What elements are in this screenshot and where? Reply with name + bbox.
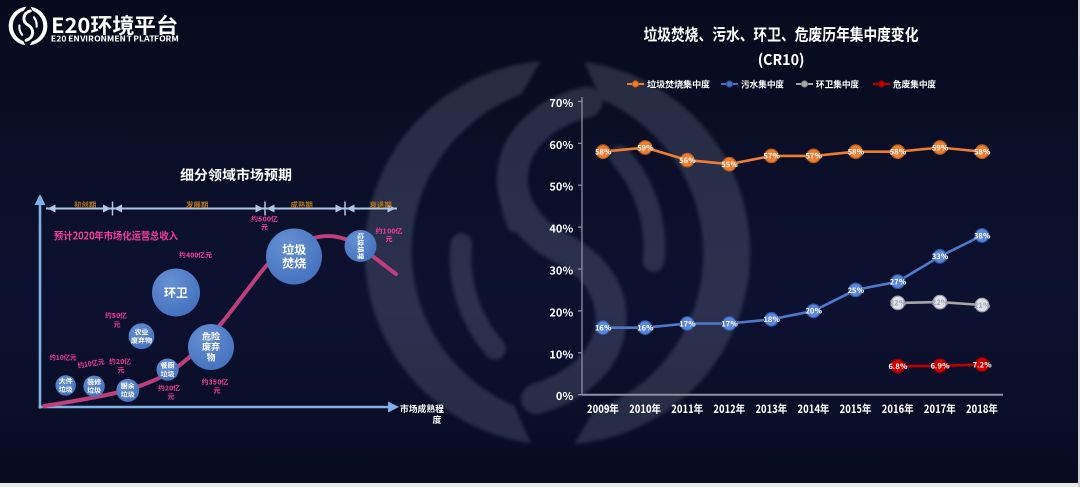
svg-text:2010年: 2010年: [629, 401, 661, 417]
svg-text:38%: 38%: [974, 230, 991, 241]
svg-text:垃圾: 垃圾: [59, 385, 73, 395]
svg-text:40%: 40%: [549, 221, 573, 237]
svg-text:(CR10): (CR10): [758, 49, 805, 70]
svg-text:环卫: 环卫: [164, 284, 188, 301]
svg-text:6.8%: 6.8%: [889, 361, 908, 372]
svg-text:2009年: 2009年: [587, 401, 619, 417]
svg-text:元: 元: [386, 235, 393, 245]
svg-text:20%: 20%: [549, 304, 573, 320]
svg-text:危险: 危险: [202, 330, 221, 343]
svg-text:环卫集中度: 环卫集中度: [815, 78, 859, 91]
svg-text:厨余: 厨余: [121, 382, 135, 392]
svg-text:2015年: 2015年: [840, 401, 872, 417]
svg-text:57%: 57%: [806, 151, 823, 162]
svg-text:垃圾焚烧集中度: 垃圾焚烧集中度: [646, 78, 710, 91]
svg-text:17%: 17%: [679, 318, 696, 329]
svg-text:2012年: 2012年: [713, 401, 745, 417]
svg-text:细分领域市场预期: 细分领域市场预期: [180, 165, 292, 185]
svg-text:装修: 装修: [86, 378, 101, 388]
svg-text:2013年: 2013年: [755, 401, 787, 417]
svg-text:60%: 60%: [549, 137, 573, 153]
svg-text:约50亿: 约50亿: [104, 311, 127, 321]
svg-text:10%: 10%: [549, 346, 573, 362]
svg-text:E20 ENVIRONMENT PLATFORM: E20 ENVIRONMENT PLATFORM: [51, 34, 179, 45]
svg-text:约10亿元: 约10亿元: [49, 353, 77, 363]
svg-text:约20亿: 约20亿: [108, 357, 131, 367]
svg-text:22%: 22%: [890, 298, 907, 309]
svg-text:70%: 70%: [549, 95, 573, 111]
svg-text:58%: 58%: [890, 146, 907, 157]
svg-text:危废集中度: 危废集中度: [893, 78, 936, 91]
svg-text:16%: 16%: [637, 322, 654, 333]
svg-text:2017年: 2017年: [924, 401, 956, 417]
svg-text:污水集中度: 污水集中度: [741, 78, 784, 91]
svg-text:59%: 59%: [637, 142, 654, 153]
svg-text:初创期: 初创期: [74, 199, 96, 210]
svg-text:发展期: 发展期: [186, 199, 208, 210]
svg-text:衰退期: 衰退期: [370, 199, 392, 210]
svg-text:55%: 55%: [721, 159, 738, 170]
svg-text:大件: 大件: [59, 377, 73, 387]
svg-text:元: 元: [114, 320, 121, 330]
svg-text:20%: 20%: [806, 306, 823, 317]
svg-text:废弃物: 废弃物: [131, 336, 152, 346]
svg-text:0%: 0%: [556, 388, 573, 404]
svg-text:约20亿: 约20亿: [157, 384, 180, 394]
svg-text:21%: 21%: [974, 300, 991, 311]
svg-text:垃圾: 垃圾: [161, 369, 175, 379]
svg-text:59%: 59%: [932, 142, 949, 153]
svg-text:元: 元: [168, 392, 175, 402]
svg-text:垃圾填埋: 垃圾填埋: [355, 233, 365, 260]
svg-text:50%: 50%: [549, 179, 573, 195]
svg-text:58%: 58%: [974, 146, 991, 157]
svg-text:垃圾: 垃圾: [87, 386, 101, 396]
svg-text:16%: 16%: [595, 322, 612, 333]
svg-text:元: 元: [118, 366, 125, 376]
svg-text:焚烧: 焚烧: [282, 255, 306, 272]
svg-text:元: 元: [214, 386, 221, 396]
svg-text:垃圾: 垃圾: [121, 390, 135, 400]
svg-text:约10亿元: 约10亿元: [76, 357, 105, 371]
svg-text:2011年: 2011年: [671, 401, 703, 417]
svg-text:农业: 农业: [134, 327, 149, 337]
svg-text:58%: 58%: [595, 146, 612, 157]
svg-text:度: 度: [432, 413, 441, 426]
svg-text:22%: 22%: [932, 297, 949, 308]
svg-text:物: 物: [206, 351, 215, 364]
svg-text:25%: 25%: [848, 285, 865, 296]
svg-text:元: 元: [261, 223, 268, 233]
svg-text:2018年: 2018年: [966, 401, 998, 417]
svg-text:约500亿: 约500亿: [250, 215, 278, 225]
svg-text:18%: 18%: [763, 314, 780, 325]
svg-text:E20环境平台: E20环境平台: [51, 10, 178, 40]
svg-text:市场成熟程: 市场成熟程: [400, 402, 444, 415]
svg-text:垃圾焚烧、污水、环卫、危废历年集中度变化: 垃圾焚烧、污水、环卫、危废历年集中度变化: [644, 22, 919, 46]
svg-text:约400亿元: 约400亿元: [178, 251, 212, 261]
svg-text:30%: 30%: [549, 263, 573, 279]
svg-text:约100亿: 约100亿: [374, 227, 402, 237]
svg-text:2014年: 2014年: [798, 401, 830, 417]
svg-text:2016年: 2016年: [882, 401, 914, 417]
svg-text:27%: 27%: [890, 276, 907, 287]
svg-text:56%: 56%: [679, 155, 696, 166]
svg-text:餐厨: 餐厨: [160, 361, 175, 371]
svg-text:58%: 58%: [848, 146, 865, 157]
svg-text:17%: 17%: [721, 318, 738, 329]
svg-text:成熟期: 成熟期: [291, 199, 313, 210]
svg-text:废弃: 废弃: [202, 340, 220, 353]
svg-text:约350亿: 约350亿: [200, 378, 228, 388]
svg-text:垃圾: 垃圾: [282, 241, 307, 258]
svg-text:6.9%: 6.9%: [931, 361, 950, 372]
svg-text:预计2020年市场化运营总收入: 预计2020年市场化运营总收入: [54, 229, 178, 244]
svg-text:57%: 57%: [763, 151, 780, 162]
svg-text:33%: 33%: [932, 251, 949, 262]
svg-text:7.2%: 7.2%: [973, 359, 992, 370]
